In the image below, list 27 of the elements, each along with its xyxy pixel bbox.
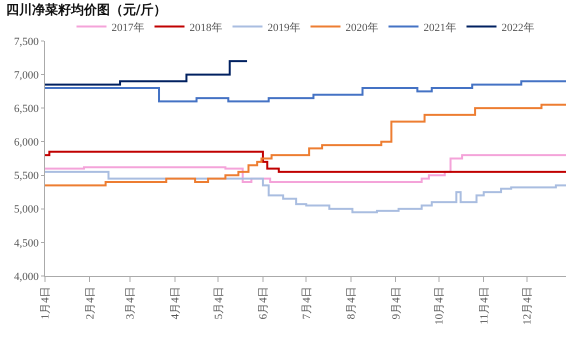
x-tick-label: 3月4日 <box>124 286 137 320</box>
y-tick-label: 7,000 <box>14 69 40 82</box>
x-tick-label: 5月4日 <box>212 286 225 320</box>
x-tick-label: 11月4日 <box>478 286 490 324</box>
x-tick-label: 2月4日 <box>84 286 96 320</box>
y-tick-label: 5,000 <box>14 204 40 216</box>
y-tick-label: 6,500 <box>14 102 40 115</box>
x-tick-label: 10月4日 <box>434 286 446 325</box>
y-tick-label: 6,000 <box>14 136 40 149</box>
legend-label: 2018年 <box>190 22 222 34</box>
x-tick-label: 4月4日 <box>169 286 182 320</box>
chart-title: 四川净菜籽均价图（元/斤） <box>6 2 167 18</box>
legend-label: 2020年 <box>346 22 378 34</box>
x-tick-label: 6月4日 <box>258 286 270 320</box>
x-tick-label: 9月4日 <box>390 286 402 320</box>
y-tick-label: 5,500 <box>14 170 40 182</box>
y-tick-label: 4,000 <box>14 270 40 283</box>
y-tick-label: 7,500 <box>14 36 40 48</box>
legend-label: 2019年 <box>268 22 300 34</box>
x-tick-label: 8月4日 <box>346 286 358 320</box>
x-tick-label: 1月4日 <box>40 286 52 320</box>
x-tick-label: 7月4日 <box>300 286 313 320</box>
legend-label: 2022年 <box>502 22 534 34</box>
x-tick-label: 12月4日 <box>522 286 534 325</box>
legend-label: 2021年 <box>424 22 456 34</box>
legend-label: 2017年 <box>112 22 144 34</box>
y-tick-label: 4,500 <box>14 237 40 250</box>
